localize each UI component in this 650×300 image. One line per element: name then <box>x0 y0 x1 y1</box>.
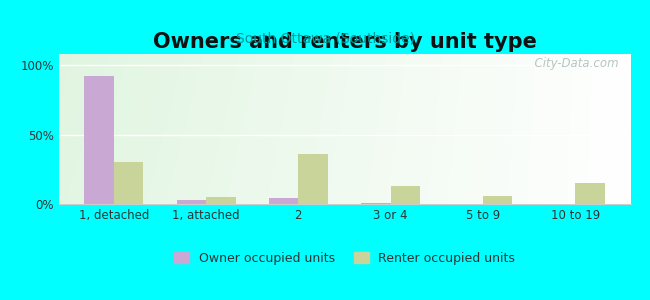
Title: Owners and renters by unit type: Owners and renters by unit type <box>153 32 536 52</box>
Bar <box>269 198 298 204</box>
Bar <box>575 183 604 204</box>
Text: South Ottawa (Southside): South Ottawa (Southside) <box>235 32 415 46</box>
Legend: Owner occupied units, Renter occupied units: Owner occupied units, Renter occupied un… <box>168 247 521 270</box>
Bar <box>114 162 144 204</box>
Bar <box>391 186 420 204</box>
Bar <box>298 154 328 204</box>
Bar <box>177 200 206 204</box>
Bar <box>361 202 391 204</box>
Bar <box>206 197 236 204</box>
Bar <box>483 196 512 204</box>
Text: City-Data.com: City-Data.com <box>527 57 619 70</box>
Bar <box>84 76 114 204</box>
